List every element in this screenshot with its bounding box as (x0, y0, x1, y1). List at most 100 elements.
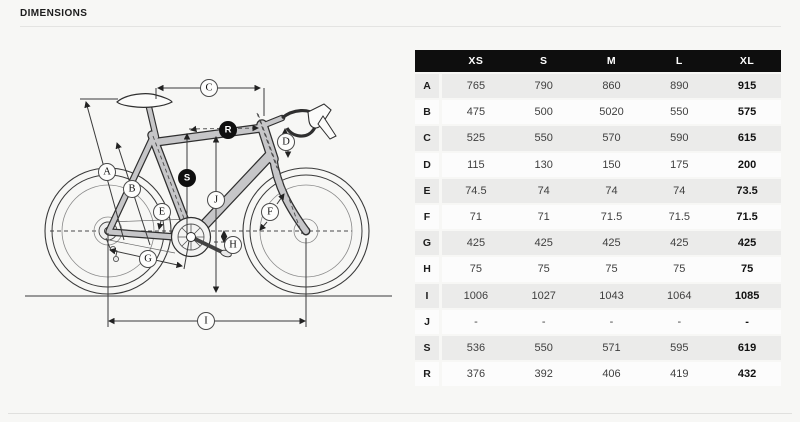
cell-value: 75 (509, 255, 578, 282)
col-header-m: M (577, 50, 646, 72)
row-label: J (415, 307, 442, 334)
table-row: E 74.5 74 74 74 73.5 (415, 176, 781, 203)
callout-I: I (197, 312, 215, 330)
cell-value: 550 (509, 333, 578, 361)
table-row: A 765 790 860 890 915 (415, 72, 781, 99)
cell-value: 432 (713, 360, 781, 387)
bike-geometry-diagram: A B C D E F G H I J S R (5, 42, 415, 382)
cell-value: 590 (645, 124, 714, 151)
dimensions-table-body: A 765 790 860 890 915 B 475 500 5020 550 575 C 525 550… (415, 72, 781, 387)
cell-value: 536 (442, 333, 510, 361)
cell-value: - (509, 307, 578, 334)
row-label: S (415, 333, 442, 361)
handlebar (280, 103, 337, 140)
cell-value: 595 (645, 333, 714, 361)
col-header-l: L (645, 50, 714, 72)
cell-value: 75 (577, 255, 646, 282)
table-row: I 1006 1027 1043 1064 1085 (415, 281, 781, 308)
cell-value: 71 (509, 202, 578, 230)
cell-value: 75 (713, 255, 781, 282)
row-label: D (415, 150, 442, 177)
cell-value: 5020 (577, 98, 646, 125)
top-divider (20, 26, 781, 27)
callout-C: C (200, 79, 218, 97)
cell-value: 419 (645, 360, 714, 387)
cell-value: 619 (713, 333, 781, 361)
cell-value: 1027 (509, 281, 578, 308)
cell-value: 376 (442, 360, 510, 387)
row-label: F (415, 202, 442, 230)
cell-value: 74 (645, 176, 714, 203)
callout-E-label: E (159, 207, 165, 218)
cell-value: 425 (645, 229, 714, 256)
cell-value: 570 (577, 124, 646, 151)
cell-value: 425 (442, 229, 510, 256)
cell-value: 73.5 (713, 176, 781, 203)
cell-value: 74 (577, 176, 646, 203)
cell-value: - (645, 307, 714, 334)
cell-value: 75 (645, 255, 714, 282)
cell-value: 525 (442, 124, 510, 151)
cell-value: 150 (577, 150, 646, 177)
cell-value: 500 (509, 98, 578, 125)
callout-H-label: H (229, 240, 237, 251)
cell-value: - (442, 307, 510, 334)
page-title: DIMENSIONS (20, 8, 88, 19)
table-row: G 425 425 425 425 425 (415, 229, 781, 256)
cell-value: 1043 (577, 281, 646, 308)
col-header-xs: XS (442, 50, 510, 72)
row-label: A (415, 72, 442, 99)
callout-R-label: R (225, 125, 232, 136)
cell-value: 571 (577, 333, 646, 361)
table-row: C 525 550 570 590 615 (415, 124, 781, 151)
callout-G: G (139, 250, 157, 268)
callout-S: S (178, 169, 196, 187)
callout-H: H (224, 236, 242, 254)
cell-value: 890 (645, 72, 714, 99)
row-label: G (415, 229, 442, 256)
callout-F: F (261, 203, 279, 221)
cell-value: 425 (713, 229, 781, 256)
col-header-s: S (509, 50, 578, 72)
row-label: C (415, 124, 442, 151)
cell-value: 550 (509, 124, 578, 151)
cell-value: 615 (713, 124, 781, 151)
cell-value: 406 (577, 360, 646, 387)
table-row: D 115 130 150 175 200 (415, 150, 781, 177)
callout-A-label: A (103, 167, 111, 178)
table-row: H 75 75 75 75 75 (415, 255, 781, 282)
saddle (116, 93, 173, 108)
cell-value: 550 (645, 98, 714, 125)
cell-value: 71.5 (577, 202, 646, 230)
cell-value: 425 (509, 229, 578, 256)
row-label: B (415, 98, 442, 125)
crankset (170, 216, 232, 258)
callout-A: A (98, 163, 116, 181)
table-row: B 475 500 5020 550 575 (415, 98, 781, 125)
table-row: S 536 550 571 595 619 (415, 333, 781, 361)
row-label: R (415, 360, 442, 387)
cell-value: 200 (713, 150, 781, 177)
seat-tube-centerline (152, 135, 192, 238)
callout-R: R (219, 121, 237, 139)
callout-S-label: S (184, 173, 190, 184)
callout-J: J (207, 191, 225, 209)
callout-B: B (123, 180, 141, 198)
callout-F-label: F (267, 207, 273, 218)
cell-value: 130 (509, 150, 578, 177)
cell-value: - (713, 307, 781, 334)
cell-value: 74 (509, 176, 578, 203)
callout-D: D (277, 133, 295, 151)
cell-value: 575 (713, 98, 781, 125)
callout-B-label: B (128, 184, 135, 195)
bike-diagram-svg: A B C D E F G H I J S R (25, 79, 392, 330)
cell-value: 1085 (713, 281, 781, 308)
callout-C-label: C (205, 83, 212, 94)
dimensions-table: XS S M L XL A 765 790 860 890 915 B 475 500 5020 5… (415, 50, 781, 387)
cell-value: 175 (645, 150, 714, 177)
col-header-xl: XL (713, 50, 781, 72)
cell-value: 392 (509, 360, 578, 387)
cell-value: 765 (442, 72, 510, 99)
cell-value: 75 (442, 255, 510, 282)
